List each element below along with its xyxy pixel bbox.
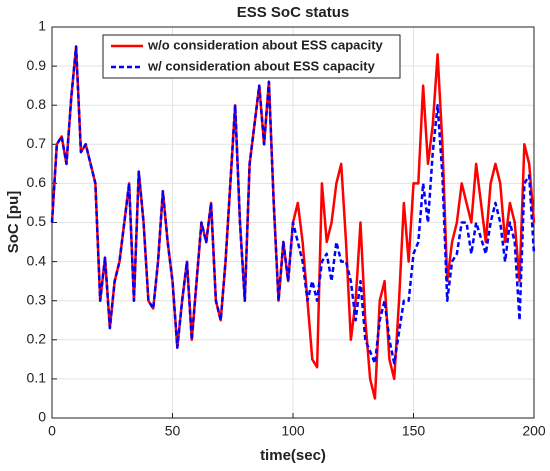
x-tick-label: 200 (522, 423, 546, 439)
y-tick-label: 0.1 (27, 370, 47, 386)
x-tick-label: 50 (165, 423, 181, 439)
y-tick-label: 0.5 (27, 213, 47, 229)
y-axis-label: SoC [pu] (5, 191, 22, 253)
y-tick-label: 0.7 (27, 135, 47, 151)
y-tick-label: 0.2 (27, 331, 47, 347)
y-tick-label: 0.6 (27, 174, 47, 190)
x-tick-label: 150 (402, 423, 426, 439)
x-tick-label: 0 (48, 423, 56, 439)
legend-label: w/o consideration about ESS capacity (147, 37, 384, 52)
legend-box (102, 34, 401, 79)
x-tick-label: 100 (281, 423, 305, 439)
y-tick-label: 0 (38, 409, 46, 425)
y-tick-label: 1 (38, 18, 46, 34)
chart-title: ESS SoC status (237, 4, 350, 21)
legend-label: w/ consideration about ESS capacity (147, 58, 376, 73)
y-tick-label: 0.8 (27, 96, 47, 112)
y-tick-label: 0.3 (27, 291, 47, 307)
y-tick-label: 0.4 (27, 252, 47, 268)
series-line (50, 45, 536, 365)
y-tick-label: 0.9 (27, 57, 47, 73)
x-axis-label: time(sec) (260, 447, 326, 464)
